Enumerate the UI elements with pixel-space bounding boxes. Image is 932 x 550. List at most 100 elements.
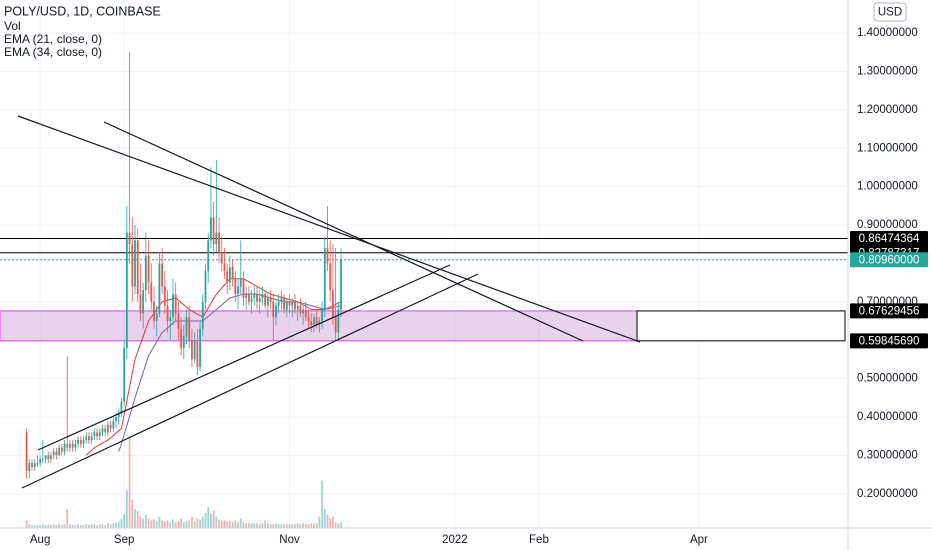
- candle-body: [291, 301, 294, 306]
- volume-bar: [332, 516, 334, 528]
- volume-bar: [66, 509, 69, 528]
- candle-body: [280, 297, 283, 302]
- candle-body: [234, 278, 237, 295]
- candle-body: [144, 255, 147, 291]
- candle-body: [196, 340, 199, 368]
- candle-body: [104, 428, 107, 433]
- volume-bar: [237, 522, 239, 528]
- candle-body: [272, 301, 275, 318]
- y-tick-label: 0.90000000: [857, 219, 918, 231]
- trendline: [37, 264, 451, 451]
- volume-bar: [201, 516, 204, 528]
- candle-body: [177, 313, 180, 329]
- volume-bar: [280, 524, 283, 528]
- candle-body: [245, 294, 248, 298]
- candle-body: [258, 297, 261, 302]
- volume-bar: [174, 522, 177, 528]
- volume-bar: [294, 524, 296, 528]
- volume-bar: [180, 518, 182, 528]
- volume-bar: [264, 520, 267, 528]
- volume-bar: [69, 524, 71, 528]
- volume-bar: [247, 523, 250, 528]
- volume-bar: [239, 518, 242, 528]
- candle-body: [98, 432, 101, 437]
- currency[interactable]: USD: [878, 7, 902, 19]
- candle-body: [326, 248, 329, 264]
- candle-body: [313, 317, 315, 325]
- volume-bar: [250, 523, 253, 528]
- volume-bar: [177, 521, 180, 528]
- volume-bar: [283, 524, 286, 528]
- volume-bar: [123, 513, 126, 528]
- volume-bar: [242, 522, 245, 528]
- candle-body: [269, 297, 272, 302]
- candle-body: [239, 278, 242, 287]
- candle-body: [36, 463, 39, 465]
- candle-body: [304, 309, 307, 318]
- volume-bar: [82, 525, 85, 528]
- volume-bar: [155, 521, 158, 528]
- y-tick-label: 0.40000000: [857, 411, 918, 423]
- volume-bar: [307, 524, 310, 528]
- x-tick-label: Apr: [690, 534, 708, 546]
- trendline: [103, 121, 584, 342]
- candle-body: [212, 217, 215, 245]
- candle-body: [55, 451, 58, 456]
- volume-bar: [28, 524, 31, 528]
- candle-body: [321, 309, 323, 322]
- volume-bar: [142, 518, 145, 528]
- x-tick-label: Feb: [529, 534, 549, 546]
- candle-body: [207, 240, 210, 272]
- volume-bar: [41, 524, 44, 528]
- candle-body: [277, 301, 280, 306]
- volume-bar: [169, 522, 172, 528]
- volume: [25, 438, 342, 528]
- trendlines: [17, 115, 641, 489]
- candle-body: [63, 443, 66, 452]
- volume-bar: [31, 525, 33, 528]
- volume-bar: [147, 518, 150, 528]
- candle-body: [142, 290, 145, 314]
- candle-body: [172, 294, 174, 318]
- volume-bar: [188, 520, 191, 528]
- volume-bar: [275, 523, 277, 528]
- volume-bar: [101, 524, 104, 528]
- volume-bar: [304, 524, 307, 528]
- candle-body: [264, 294, 267, 306]
- volume-bar: [193, 521, 196, 528]
- indicator: EMA (21, close, 0): [4, 32, 102, 46]
- price-label-box: [850, 231, 928, 247]
- price-label: 0.80960000: [859, 254, 920, 266]
- price-label-box: [850, 333, 928, 349]
- volume-bar: [223, 520, 226, 528]
- candle-body: [115, 417, 117, 421]
- volume-bar: [33, 525, 36, 528]
- currency-button[interactable]: [873, 2, 907, 22]
- volume-bar: [256, 523, 258, 528]
- volume-bar: [117, 521, 120, 528]
- grid: [0, 0, 848, 528]
- candle-body: [136, 240, 139, 295]
- volume-bar: [136, 510, 139, 528]
- volume-bar: [226, 521, 229, 528]
- volume-bar: [153, 519, 155, 528]
- candle-body: [315, 317, 318, 325]
- candle-body: [41, 459, 44, 461]
- volume-bar: [185, 521, 188, 528]
- candle-body: [182, 336, 185, 348]
- volume-bar: [326, 514, 329, 528]
- candle-body: [201, 301, 204, 329]
- volume-bar: [150, 520, 153, 528]
- candle-body: [242, 278, 245, 298]
- y-tick-label: 1.20000000: [857, 104, 918, 116]
- volume-bar: [93, 524, 96, 528]
- volume-bar: [55, 525, 58, 528]
- y-tick-label: 1.10000000: [857, 142, 918, 154]
- ema-line: [85, 278, 342, 456]
- volume-bar: [228, 521, 231, 528]
- candle-body: [226, 271, 229, 283]
- candle-body: [204, 271, 207, 302]
- candle-body: [153, 301, 155, 322]
- candle-body: [188, 317, 191, 341]
- y-tick-label: 0.30000000: [857, 449, 918, 461]
